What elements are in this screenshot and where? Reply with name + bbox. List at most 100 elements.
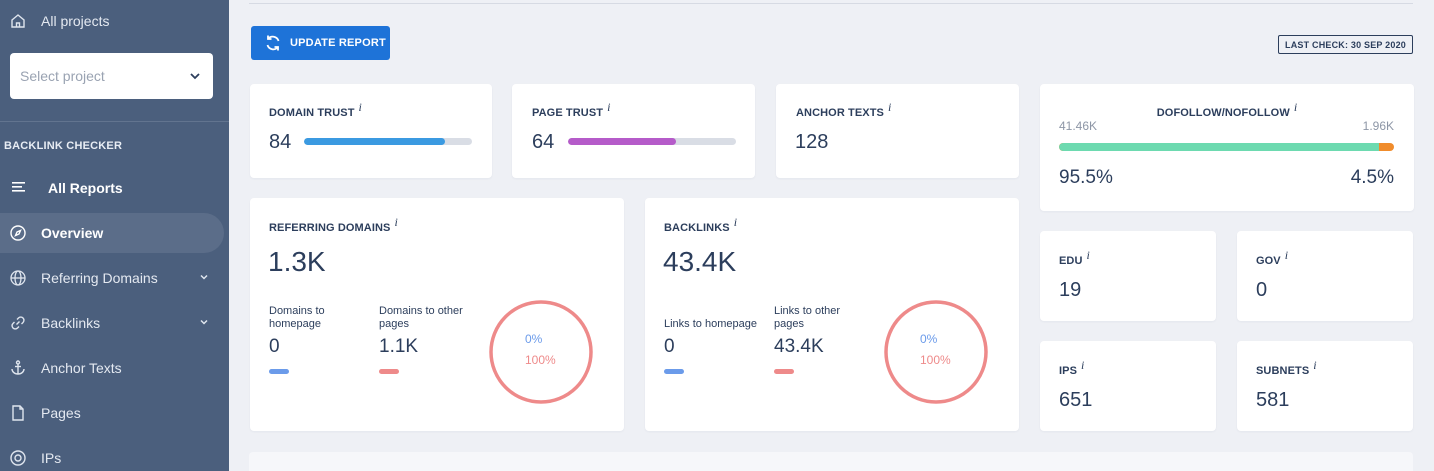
- edu-title: EDU i: [1059, 248, 1090, 268]
- card-title-text: SUBNETS: [1256, 365, 1310, 377]
- anchor-texts-title: ANCHOR TEXTS i: [796, 100, 891, 120]
- update-report-button[interactable]: UPDATE REPORT: [251, 26, 390, 60]
- links-to-other-pages-label: Links to other pages: [774, 305, 841, 330]
- links-to-other-pages-value: 43.4K: [774, 336, 824, 357]
- domains-to-homepage-label: Domains to homepage: [269, 305, 325, 330]
- domains-to-other-pages-value: 1.1K: [379, 336, 419, 357]
- referring-domains-title: REFERRING DOMAINS i: [269, 215, 398, 235]
- info-icon[interactable]: i: [887, 100, 892, 114]
- compass-icon: [9, 224, 27, 242]
- sidebar-item-referring-domains[interactable]: Referring Domains: [0, 258, 224, 298]
- sidebar-divider: [0, 121, 229, 122]
- info-icon[interactable]: i: [1284, 248, 1289, 262]
- page-trust-card: PAGE TRUST i 64: [512, 84, 755, 178]
- sidebar-item-anchor-texts[interactable]: Anchor Texts: [0, 348, 224, 388]
- nofollow-count: 1.96K: [1362, 119, 1394, 133]
- all-reports-label: All Reports: [48, 180, 123, 196]
- project-select-placeholder: Select project: [20, 68, 105, 84]
- sidebar-item-label: Referring Domains: [41, 270, 158, 286]
- dofollow-title: DOFOLLOW/NOFOLLOW i: [1040, 100, 1414, 120]
- info-icon[interactable]: i: [1081, 358, 1085, 372]
- ips-title: IPS i: [1059, 358, 1084, 378]
- all-projects-link[interactable]: All projects: [0, 1, 224, 41]
- subnets-card: SUBNETS i 581: [1237, 341, 1413, 431]
- anchor-texts-value: 128: [795, 131, 829, 153]
- card-title-text: GOV: [1256, 255, 1281, 267]
- dofollow-bar: [1059, 143, 1394, 151]
- referring-domains-card: REFERRING DOMAINS i 1.3K Domains to homep…: [250, 198, 624, 431]
- info-icon[interactable]: i: [1313, 358, 1317, 372]
- domain-trust-bar-fill: [304, 138, 446, 145]
- page-trust-bar: [568, 138, 736, 145]
- chevron-down-icon: [190, 73, 200, 80]
- gov-title: GOV i: [1256, 248, 1288, 268]
- other-pages-legend-bar: [774, 369, 794, 374]
- backlinks-title: BACKLINKS i: [664, 215, 737, 235]
- other-pages-legend-bar: [379, 369, 399, 374]
- ips-card: IPS i 651: [1040, 341, 1216, 431]
- sidebar-item-label: IPs: [41, 450, 62, 466]
- info-icon[interactable]: i: [394, 215, 398, 229]
- domain-trust-title: DOMAIN TRUST i: [269, 100, 362, 120]
- sidebar-item-pages[interactable]: Pages: [0, 393, 224, 433]
- card-title-text: IPS: [1059, 365, 1078, 377]
- ring-homepage-percent: 0%: [920, 332, 938, 346]
- domain-trust-card: DOMAIN TRUST i 84: [250, 84, 492, 178]
- dofollow-bar-fill: [1059, 143, 1379, 151]
- sidebar-item-ips[interactable]: IPs: [0, 438, 224, 471]
- sidebar-item-label: Pages: [41, 405, 81, 421]
- dofollow-count: 41.46K: [1059, 119, 1098, 133]
- sidebar-item-label: Overview: [41, 225, 104, 241]
- update-report-label: UPDATE REPORT: [290, 37, 386, 49]
- ips-value: 651: [1059, 389, 1093, 411]
- edu-value: 19: [1059, 279, 1082, 301]
- top-divider: [249, 3, 1413, 4]
- domain-trust-bar: [304, 138, 472, 145]
- subnets-value: 581: [1256, 389, 1290, 411]
- card-title-text: BACKLINKS: [664, 222, 730, 234]
- sidebar-item-backlinks[interactable]: Backlinks: [0, 303, 224, 343]
- section-heading: BACKLINK CHECKER: [4, 140, 123, 152]
- all-projects-label: All projects: [41, 13, 110, 29]
- domains-to-other-pages-label: Domains to other pages: [379, 305, 463, 330]
- target-icon: [9, 449, 27, 467]
- sidebar-item-overview[interactable]: Overview: [0, 213, 224, 253]
- gov-value: 0: [1256, 279, 1268, 301]
- page-icon: [9, 404, 27, 422]
- links-to-homepage-value: 0: [664, 336, 675, 357]
- card-title-text: REFERRING DOMAINS: [269, 222, 391, 234]
- dofollow-percent: 95.5%: [1059, 167, 1113, 188]
- nofollow-percent: 4.5%: [1350, 167, 1394, 188]
- list-icon: [12, 180, 26, 196]
- all-reports-link[interactable]: All Reports: [12, 178, 123, 198]
- chevron-down-icon: [200, 274, 208, 280]
- domain-trust-value: 84: [269, 131, 292, 153]
- card-title-text: PAGE TRUST: [532, 107, 604, 119]
- info-icon[interactable]: i: [358, 100, 362, 114]
- link-icon: [9, 314, 27, 332]
- subnets-title: SUBNETS i: [1256, 358, 1317, 378]
- info-icon[interactable]: i: [607, 100, 611, 114]
- info-icon[interactable]: i: [1293, 100, 1298, 114]
- bottom-panel: [249, 452, 1413, 471]
- edu-card: EDU i 19: [1040, 231, 1216, 321]
- anchor-texts-card: ANCHOR TEXTS i 128: [776, 84, 1019, 178]
- project-select[interactable]: Select project: [10, 53, 213, 99]
- referring-domains-value: 1.3K: [268, 246, 326, 277]
- info-icon[interactable]: i: [733, 215, 738, 229]
- refresh-icon: [266, 35, 280, 51]
- homepage-legend-bar: [269, 369, 289, 374]
- referring-domains-ring-chart: [489, 300, 593, 404]
- page-trust-value: 64: [532, 131, 555, 153]
- globe-icon: [9, 269, 27, 287]
- card-title-text: ANCHOR TEXTS: [796, 107, 884, 119]
- chevron-down-icon: [200, 319, 208, 325]
- links-to-homepage-label: Links to homepage: [664, 318, 757, 330]
- backlinks-value: 43.4K: [663, 246, 737, 277]
- page-trust-title: PAGE TRUST i: [532, 100, 611, 120]
- sidebar-item-label: Anchor Texts: [41, 360, 122, 376]
- sidebar-item-label: Backlinks: [41, 315, 101, 331]
- sidebar: All projects Select project BACKLINK CHE…: [0, 0, 229, 471]
- backlinks-ring-chart: [884, 300, 988, 404]
- info-icon[interactable]: i: [1086, 248, 1090, 262]
